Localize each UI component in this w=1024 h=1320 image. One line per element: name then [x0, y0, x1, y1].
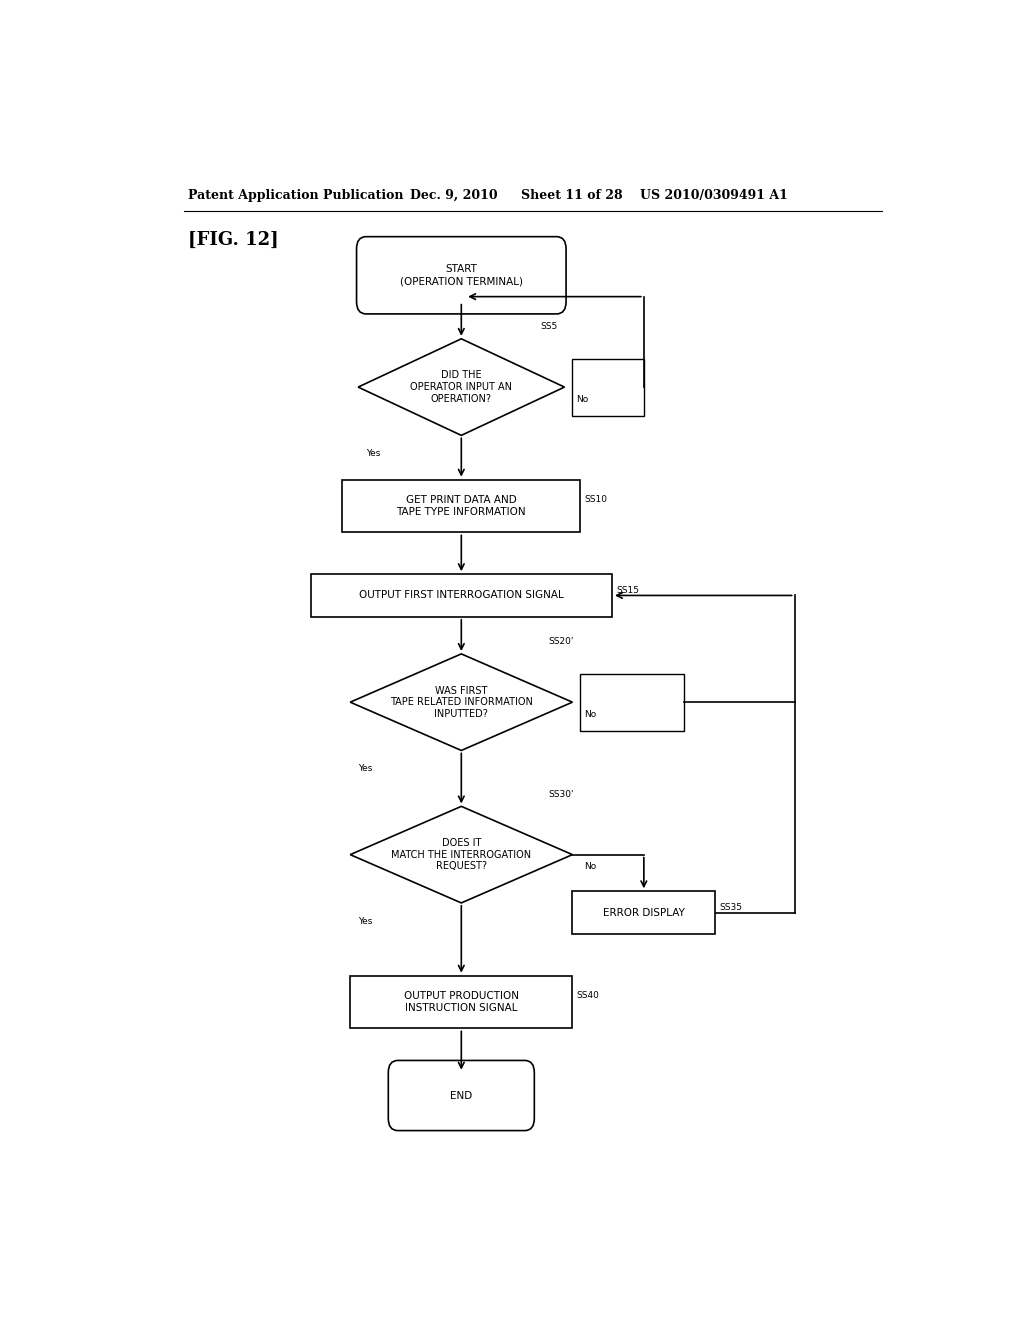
Text: END: END	[451, 1090, 472, 1101]
FancyBboxPatch shape	[388, 1060, 535, 1131]
Text: SS30': SS30'	[549, 789, 574, 799]
Text: OUTPUT FIRST INTERROGATION SIGNAL: OUTPUT FIRST INTERROGATION SIGNAL	[359, 590, 563, 601]
Text: WAS FIRST
TAPE RELATED INFORMATION
INPUTTED?: WAS FIRST TAPE RELATED INFORMATION INPUT…	[390, 685, 532, 719]
Text: US 2010/0309491 A1: US 2010/0309491 A1	[640, 189, 787, 202]
Text: Yes: Yes	[358, 916, 373, 925]
Text: ERROR DISPLAY: ERROR DISPLAY	[603, 908, 685, 917]
Text: GET PRINT DATA AND
TAPE TYPE INFORMATION: GET PRINT DATA AND TAPE TYPE INFORMATION	[396, 495, 526, 517]
Bar	[342, 479, 581, 532]
Text: Dec. 9, 2010: Dec. 9, 2010	[410, 189, 498, 202]
Text: SS15: SS15	[616, 586, 639, 595]
Text: Yes: Yes	[367, 449, 381, 458]
Text: Yes: Yes	[358, 764, 373, 774]
Polygon shape	[350, 653, 572, 751]
Text: DID THE
OPERATOR INPUT AN
OPERATION?: DID THE OPERATOR INPUT AN OPERATION?	[411, 371, 512, 404]
Bar	[572, 891, 715, 935]
Bar	[581, 673, 684, 731]
Text: OUTPUT PRODUCTION
INSTRUCTION SIGNAL: OUTPUT PRODUCTION INSTRUCTION SIGNAL	[403, 991, 519, 1012]
Text: No: No	[585, 710, 597, 719]
Text: SS5: SS5	[541, 322, 558, 331]
Text: SS35: SS35	[719, 903, 742, 912]
Text: START
(OPERATION TERMINAL): START (OPERATION TERMINAL)	[399, 264, 523, 286]
Polygon shape	[358, 339, 564, 436]
Text: Sheet 11 of 28: Sheet 11 of 28	[521, 189, 623, 202]
Text: DOES IT
MATCH THE INTERROGATION
REQUEST?: DOES IT MATCH THE INTERROGATION REQUEST?	[391, 838, 531, 871]
Text: SS10: SS10	[585, 495, 607, 504]
Text: Patent Application Publication: Patent Application Publication	[187, 189, 403, 202]
Bar	[310, 574, 612, 616]
Text: SS40: SS40	[577, 991, 599, 1001]
Bar	[572, 359, 644, 416]
Text: No: No	[577, 395, 589, 404]
Text: No: No	[585, 862, 597, 871]
Text: [FIG. 12]: [FIG. 12]	[187, 231, 279, 248]
Text: SS20': SS20'	[549, 638, 574, 647]
FancyBboxPatch shape	[356, 236, 566, 314]
Bar	[350, 975, 572, 1028]
Polygon shape	[350, 807, 572, 903]
